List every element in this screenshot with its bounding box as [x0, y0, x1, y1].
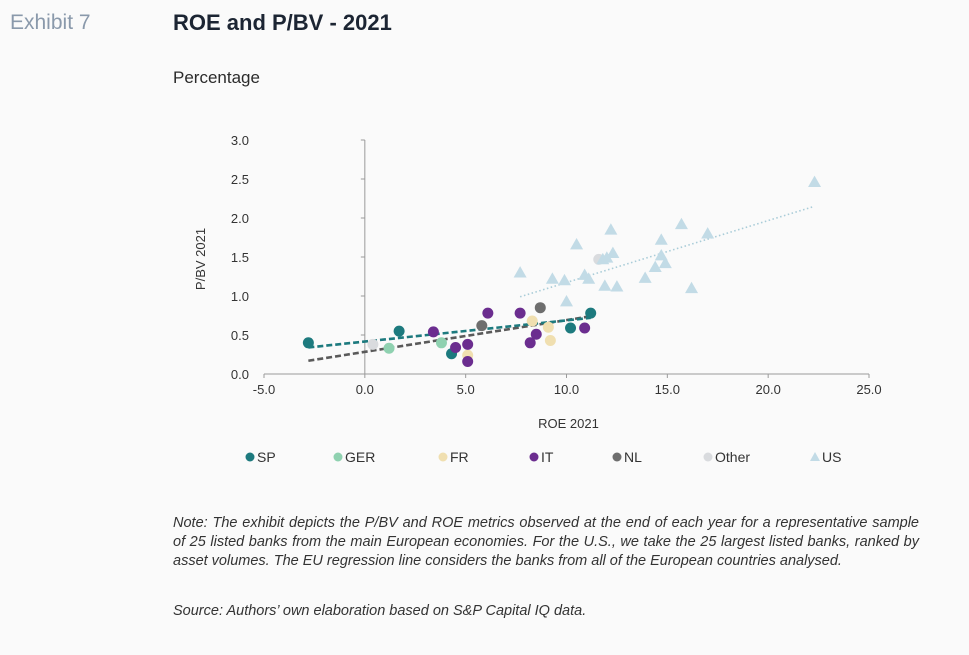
- data-point-it: [462, 338, 474, 350]
- trendline: [308, 316, 591, 349]
- y-tick-label: 1.0: [231, 289, 249, 304]
- legend-marker-ger: [333, 452, 343, 462]
- legend-marker-nl: [612, 452, 622, 462]
- data-point-us: [604, 223, 618, 235]
- data-point-us: [606, 246, 620, 258]
- y-tick-label: 0.0: [231, 367, 249, 382]
- x-tick-label: 20.0: [756, 382, 781, 397]
- x-axis-label: ROE 2021: [538, 416, 599, 431]
- x-tick-label: -5.0: [253, 382, 275, 397]
- y-tick-label: 2.0: [231, 211, 249, 226]
- data-point-us: [600, 251, 614, 263]
- data-point-us: [610, 280, 624, 292]
- chart-title: ROE and P/BV - 2021: [173, 10, 392, 35]
- y-tick-label: 0.5: [231, 328, 249, 343]
- data-point-us: [582, 272, 596, 284]
- data-point-sp: [565, 322, 577, 334]
- legend-label-other: Other: [715, 449, 750, 465]
- exhibit-label: Exhibit 7: [10, 11, 91, 34]
- data-point-other: [367, 338, 379, 350]
- data-point-us: [545, 272, 559, 284]
- data-point-nl: [476, 320, 488, 332]
- data-point-us: [674, 217, 688, 230]
- x-tick-label: 10.0: [554, 382, 579, 397]
- data-point-it: [482, 307, 494, 319]
- data-point-it: [514, 307, 526, 319]
- data-point-ger: [383, 342, 395, 354]
- scatter-chart: -5.0 0.0 5.0 10.0 15.0 20.0 25.0 0.0 0.5 1.0 1.5 2.…: [193, 133, 882, 465]
- data-point-it: [450, 341, 462, 353]
- legend-marker-other: [703, 452, 713, 462]
- data-point-fr: [542, 321, 554, 333]
- legend-label-nl: NL: [624, 449, 642, 465]
- data-point-us: [648, 260, 662, 273]
- data-point-us: [701, 227, 715, 239]
- x-tick-label: 15.0: [655, 382, 680, 397]
- legend-label-sp: SP: [257, 449, 276, 465]
- data-point-fr: [526, 315, 538, 327]
- chart-note: Note: The exhibit depicts the P/BV and R…: [173, 515, 919, 569]
- y-axis-label: P/BV 2021: [193, 228, 208, 290]
- chart-subtitle: Percentage: [173, 68, 260, 87]
- data-point-us: [658, 256, 672, 269]
- data-point-fr: [544, 334, 556, 346]
- data-point-us: [570, 238, 584, 250]
- legend-label-fr: FR: [450, 449, 469, 465]
- data-point-us: [638, 271, 652, 283]
- legend-label-us: US: [822, 449, 841, 465]
- data-point-sp: [585, 307, 597, 319]
- x-tick-label: 25.0: [856, 382, 881, 397]
- x-tick-label: 0.0: [356, 382, 374, 397]
- legend-marker-it: [529, 452, 539, 462]
- x-tick-label: 5.0: [457, 382, 475, 397]
- data-point-it: [530, 328, 542, 340]
- data-point-sp: [302, 337, 314, 349]
- legend-marker-fr: [438, 452, 448, 462]
- chart-source: Source: Authors’ own elaboration based o…: [173, 603, 587, 619]
- legend-label-it: IT: [541, 449, 554, 465]
- legend-label-ger: GER: [345, 449, 375, 465]
- data-point-it: [524, 337, 536, 349]
- data-point-it: [462, 356, 474, 368]
- data-point-nl: [534, 302, 546, 314]
- data-point-us: [808, 175, 822, 187]
- legend-marker-sp: [245, 452, 255, 462]
- y-tick-label: 3.0: [231, 133, 249, 148]
- y-tick-label: 1.5: [231, 250, 249, 265]
- data-point-us: [685, 281, 699, 294]
- data-point-it: [579, 322, 591, 334]
- data-point-us: [598, 279, 612, 291]
- data-point-us: [560, 294, 573, 307]
- trendline: [519, 205, 815, 298]
- data-point-us: [513, 266, 527, 278]
- y-tick-label: 2.5: [231, 172, 249, 187]
- data-point-ger: [435, 337, 447, 349]
- data-point-us: [654, 233, 668, 245]
- data-point-it: [427, 326, 439, 338]
- legend-marker-us: [810, 452, 820, 461]
- data-point-us: [557, 273, 571, 286]
- data-point-sp: [393, 325, 405, 337]
- data-point-us: [654, 248, 668, 261]
